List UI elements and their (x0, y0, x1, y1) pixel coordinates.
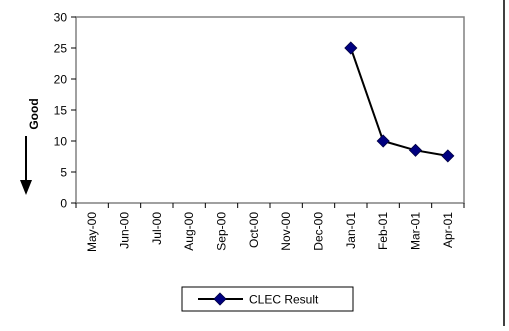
y-tick-label: 20 (54, 73, 68, 87)
legend-box (181, 286, 354, 312)
x-axis: May-00 Jun-00 Jul-00 Aug-00 Sep-00 Oct-00 Nov-… (75, 203, 465, 252)
x-tick-label: Sep-00 (215, 212, 229, 251)
y-tick-label: 5 (60, 166, 67, 180)
legend-marker-diamond-icon (213, 292, 227, 306)
x-tick-label: Dec-00 (312, 212, 326, 251)
legend-label: CLEC Result (249, 293, 319, 307)
y-tick-label: 25 (54, 42, 68, 56)
y-axis: 0 5 10 15 20 25 30 (54, 11, 76, 211)
legend: CLEC Result (181, 286, 354, 312)
x-tick-label: Jun-00 (118, 212, 132, 249)
x-tick-label: Jan-01 (344, 212, 358, 249)
y-tick-label: 0 (60, 197, 67, 211)
y-axis-label: Good (27, 98, 41, 129)
y-tick-label: 30 (54, 11, 68, 25)
x-tick-label: Apr-01 (441, 212, 455, 248)
data-point-marker (408, 143, 423, 157)
x-tick-label: Mar-01 (409, 212, 423, 250)
data-point-marker (376, 134, 390, 148)
x-tick-label: Oct-00 (247, 212, 261, 248)
data-point-marker (344, 41, 358, 55)
x-tick-label: Feb-01 (376, 212, 390, 250)
x-tick-label: May-00 (85, 212, 99, 252)
down-arrow-icon (20, 136, 32, 195)
y-tick-label: 15 (54, 104, 68, 118)
y-tick-label: 10 (54, 135, 68, 149)
series-layer (344, 41, 455, 163)
series-line (349, 47, 449, 157)
plot-area (75, 16, 465, 204)
x-tick-label: Jul-00 (150, 212, 164, 245)
x-tick-label: Nov-00 (279, 212, 293, 251)
data-point-marker (441, 149, 455, 163)
x-tick-label: Aug-00 (182, 212, 196, 251)
